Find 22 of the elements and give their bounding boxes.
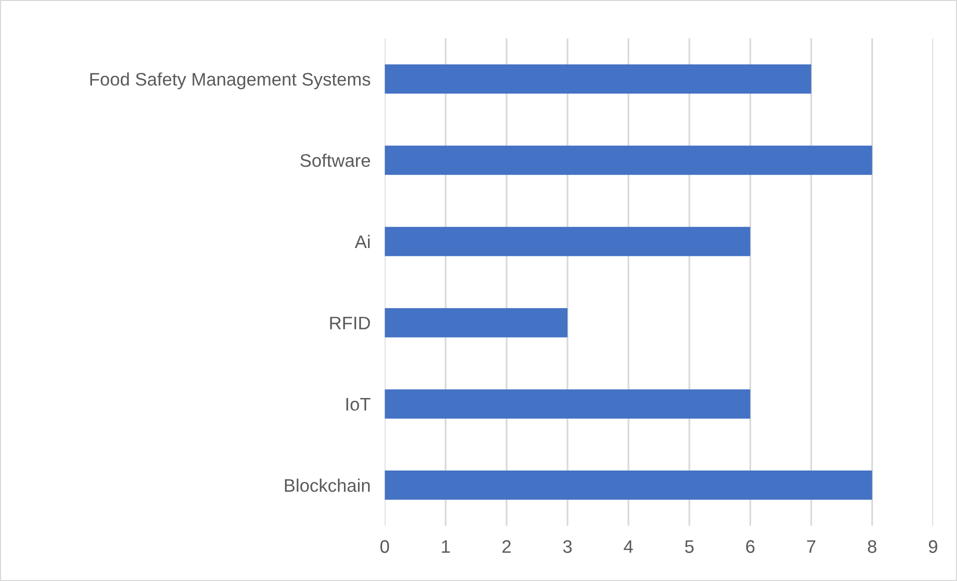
x-tick-label: 0 — [380, 540, 390, 553]
bar — [384, 226, 750, 256]
y-tick-label: Ai — [354, 234, 370, 248]
y-tick-label: RFID — [330, 316, 370, 330]
x-tick-label: 8 — [868, 540, 876, 553]
y-tick-label: IoT — [346, 398, 370, 411]
x-tick-label: 1 — [442, 540, 450, 553]
y-tick-label: Blockchain — [284, 478, 370, 492]
x-tick-label: 2 — [502, 540, 511, 553]
x-tick-label: 3 — [563, 540, 572, 553]
x-tick-label: 6 — [746, 540, 755, 553]
y-tick-label: Software — [300, 154, 370, 167]
x-tick-label: 5 — [685, 540, 694, 553]
bar — [384, 64, 812, 94]
x-tick-label: 9 — [928, 540, 938, 553]
x-tick-label: 7 — [807, 540, 816, 553]
bar — [384, 389, 750, 419]
y-tick-label: Food Safety Management Systems — [90, 72, 370, 90]
bar — [384, 470, 872, 500]
x-tick-label: 4 — [624, 540, 633, 553]
bar — [384, 146, 872, 175]
bar — [384, 308, 568, 338]
